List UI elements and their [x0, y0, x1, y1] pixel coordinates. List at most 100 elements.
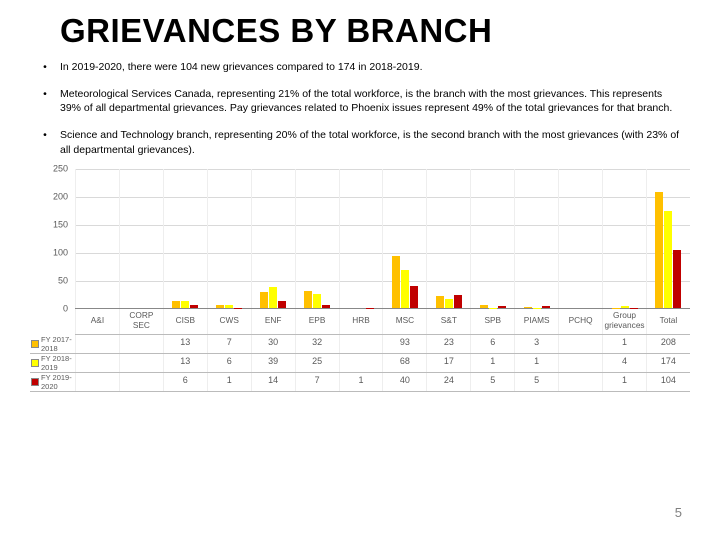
table-cell: 208 [646, 335, 690, 353]
x-label: HRB [339, 309, 383, 333]
bar [621, 306, 629, 308]
x-label: CORP SEC [119, 309, 163, 333]
table-cell [119, 354, 163, 372]
bar [454, 295, 462, 308]
table-cell: 5 [514, 373, 558, 391]
table-cell: 30 [251, 335, 295, 353]
bar-group [207, 169, 251, 308]
bar [322, 305, 330, 309]
x-label: CWS [207, 309, 251, 333]
table-cell [558, 354, 602, 372]
x-label: S&T [426, 309, 470, 333]
x-label: Total [646, 309, 690, 333]
y-tick: 200 [28, 193, 68, 202]
table-cell: 40 [382, 373, 426, 391]
bar [630, 308, 638, 309]
x-label: CISB [163, 309, 207, 333]
table-cell: 1 [339, 373, 383, 391]
bar [533, 308, 541, 309]
y-tick: 50 [28, 277, 68, 286]
x-label: ENF [251, 309, 295, 333]
bar [313, 294, 321, 308]
table-cell: 5 [470, 373, 514, 391]
bar [524, 307, 532, 309]
bar [445, 299, 453, 309]
series-name: FY 2018-2019 [41, 354, 75, 372]
x-label: SPB [470, 309, 514, 333]
table-cell: 1 [602, 335, 646, 353]
bar [436, 296, 444, 309]
bar [612, 308, 620, 309]
legend-swatch [31, 378, 39, 386]
bar [392, 256, 400, 308]
bar-group [602, 169, 646, 308]
table-cell: 17 [426, 354, 470, 372]
table-row: FY 2018-201913639256817114174 [30, 354, 690, 373]
table-cell: 1 [470, 354, 514, 372]
table-cell: 23 [426, 335, 470, 353]
bar-group [295, 169, 339, 308]
bar-group [163, 169, 207, 308]
bar [542, 306, 550, 309]
x-label: Group grievances [602, 309, 646, 333]
x-label: PCHQ [558, 309, 602, 333]
table-cell: 7 [295, 373, 339, 391]
table-cell: 1 [602, 373, 646, 391]
x-label: MSC [382, 309, 426, 333]
table-cell: 7 [207, 335, 251, 353]
x-label: PIAMS [514, 309, 558, 333]
bar-group [470, 169, 514, 308]
table-cell: 25 [295, 354, 339, 372]
table-cell: 13 [163, 335, 207, 353]
table-cell: 13 [163, 354, 207, 372]
x-label: A&I [75, 309, 119, 333]
bullet-list: •In 2019-2020, there were 104 new grieva… [30, 60, 690, 157]
y-tick: 250 [28, 165, 68, 174]
table-cell: 1 [207, 373, 251, 391]
table-cell [119, 373, 163, 391]
bar [410, 286, 418, 308]
bar [304, 291, 312, 309]
table-cell: 6 [163, 373, 207, 391]
table-cell: 4 [602, 354, 646, 372]
bar [366, 308, 374, 309]
legend-swatch [31, 340, 39, 348]
bar [498, 306, 506, 309]
table-cell: 6 [470, 335, 514, 353]
bar [234, 308, 242, 309]
table-cell: 6 [207, 354, 251, 372]
bar [655, 192, 663, 308]
bullet-item: •Meteorological Services Canada, represe… [30, 87, 690, 116]
bar-group [558, 169, 602, 308]
bar [673, 250, 681, 308]
table-cell: 39 [251, 354, 295, 372]
bullet-item: •Science and Technology branch, represen… [30, 128, 690, 157]
table-cell [75, 354, 119, 372]
bar [401, 270, 409, 308]
table-cell: 93 [382, 335, 426, 353]
page-title: GRIEVANCES BY BRANCH [30, 12, 690, 50]
bar [269, 287, 277, 309]
table-cell: 174 [646, 354, 690, 372]
bar [489, 308, 497, 309]
bar [216, 305, 224, 309]
table-row: FY 2019-20206114714024551104 [30, 373, 690, 392]
table-row: FY 2017-201813730329323631208 [30, 335, 690, 354]
table-cell [339, 335, 383, 353]
table-cell: 68 [382, 354, 426, 372]
bar-group [251, 169, 295, 308]
y-tick: 150 [28, 221, 68, 230]
bar-group [514, 169, 558, 308]
grievances-chart: 050100150200250 A&ICORP SECCISBCWSENFEPB… [30, 169, 690, 391]
bullet-item: •In 2019-2020, there were 104 new grieva… [30, 60, 690, 75]
y-tick: 0 [28, 305, 68, 314]
bar [181, 301, 189, 308]
table-cell [558, 335, 602, 353]
table-cell: 3 [514, 335, 558, 353]
table-cell [339, 354, 383, 372]
bar-group [426, 169, 470, 308]
page-number: 5 [675, 505, 682, 520]
x-label: EPB [295, 309, 339, 333]
bar [278, 301, 286, 309]
table-cell: 32 [295, 335, 339, 353]
